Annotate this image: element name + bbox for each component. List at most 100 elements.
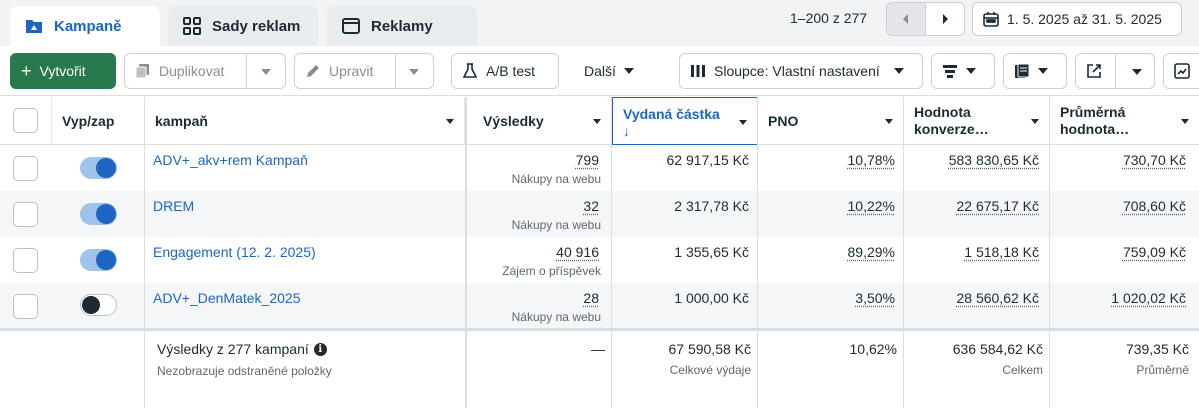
row-checkbox[interactable]	[13, 248, 38, 273]
row-checkbox[interactable]	[13, 202, 38, 227]
next-page-button[interactable]	[925, 2, 965, 36]
tab-campaigns[interactable]: Kampaně	[10, 6, 160, 46]
ab-test-button[interactable]: A/B test	[451, 53, 559, 89]
campaign-name-link[interactable]: ADV+_DenMatek_2025	[153, 290, 301, 306]
more-button-label: Další	[584, 63, 616, 79]
totals-row: Výsledky z 277 kampaní i Nezobrazuje ods…	[0, 328, 1199, 408]
table-row[interactable]: Engagement (12. 2. 2025) 40 916 Zájem o …	[0, 237, 1199, 283]
header-avg-value-line2: hodnota…	[1060, 121, 1129, 138]
pno-value: 3,50%	[855, 290, 895, 306]
header-conv-value-line1: Hodnota	[914, 104, 989, 121]
edit-button[interactable]: Upravit	[294, 53, 434, 89]
average-value: 708,60 Kč	[1123, 198, 1186, 214]
results-type: Nákupy na webu	[512, 172, 601, 186]
header-campaign-label: kampaň	[155, 113, 208, 129]
header-pno[interactable]: PNO	[758, 97, 904, 145]
average-value: 1 020,02 Kč	[1111, 290, 1186, 306]
ad-window-icon	[341, 16, 361, 36]
header-avg-value-line1: Průměrná	[1060, 104, 1129, 121]
toggle-knob	[96, 204, 116, 224]
row-checkbox[interactable]	[13, 294, 38, 319]
results-value: 28	[583, 290, 599, 306]
pno-value: 10,22%	[848, 198, 895, 214]
tab-ad-sets[interactable]: Sady reklam	[168, 6, 318, 46]
campaign-toolbar: + Vytvořit Duplikovat Upravit A/B test D…	[0, 46, 1199, 96]
tab-ads[interactable]: Reklamy	[327, 6, 477, 46]
split-divider	[246, 53, 247, 89]
duplicate-button[interactable]: Duplikovat	[124, 53, 286, 89]
date-range-label: 1. 5. 2025 až 31. 5. 2025	[1007, 11, 1162, 27]
chevron-down-icon[interactable]	[261, 69, 271, 75]
previous-page-button[interactable]	[886, 2, 926, 36]
totals-average-label: Průměrně	[1136, 363, 1189, 377]
campaigns-table: Vyp/zap kampaň Výsledky Vydaná částka ↓ …	[0, 97, 1199, 408]
chevron-down-icon	[1038, 68, 1048, 74]
info-icon[interactable]: i	[314, 343, 327, 356]
date-range-picker[interactable]: 1. 5. 2025 až 31. 5. 2025	[972, 2, 1182, 36]
campaign-toggle[interactable]	[80, 294, 117, 316]
chevron-down-icon	[1031, 119, 1039, 124]
select-all-checkbox[interactable]	[13, 108, 38, 133]
breakdown-button[interactable]	[931, 53, 995, 89]
campaign-toggle[interactable]	[80, 249, 117, 271]
results-type: Zájem o příspěvek	[502, 264, 601, 278]
tab-ad-sets-label: Sady reklam	[212, 18, 300, 35]
chart-icon	[1174, 63, 1190, 79]
conversion-value: 28 560,62 Kč	[956, 290, 1039, 306]
column-divider	[1049, 97, 1050, 408]
header-amount-spent[interactable]: Vydaná částka ↓	[612, 97, 758, 145]
header-results-label: Výsledky	[483, 113, 544, 129]
chevron-down-icon[interactable]	[1132, 69, 1142, 75]
calendar-icon	[983, 11, 999, 27]
flask-icon	[462, 63, 478, 79]
chevron-down-icon[interactable]	[409, 69, 419, 75]
edit-button-label: Upravit	[329, 63, 373, 79]
split-divider	[1115, 53, 1116, 89]
columns-button[interactable]: Sloupce: Vlastní nastavení	[679, 53, 923, 89]
table-row[interactable]: ADV+_DenMatek_2025 28 Nákupy na webu 1 0…	[0, 283, 1199, 329]
row-checkbox[interactable]	[13, 156, 38, 181]
tab-campaigns-label: Kampaně	[54, 18, 122, 35]
totals-title: Výsledky z 277 kampaní i	[157, 341, 327, 357]
create-button[interactable]: + Vytvořit	[10, 53, 116, 89]
results-value: 799	[576, 152, 599, 168]
header-campaign[interactable]: kampaň	[145, 97, 465, 145]
header-toggle-label: Vyp/zap	[62, 113, 114, 129]
export-button[interactable]	[1075, 53, 1155, 89]
header-results[interactable]: Výsledky	[467, 97, 612, 145]
header-conversion-value[interactable]: Hodnota konverze…	[904, 97, 1050, 145]
conversion-value: 1 518,18 Kč	[964, 244, 1039, 260]
totals-subtitle: Nezobrazuje odstraněné položky	[157, 364, 332, 378]
campaign-toggle[interactable]	[80, 203, 117, 225]
pno-value: 89,29%	[848, 244, 895, 260]
conversion-value: 583 830,65 Kč	[949, 152, 1039, 168]
table-row[interactable]: ADV+_akv+rem Kampaň 799 Nákupy na webu 6…	[0, 145, 1199, 191]
create-button-label: Vytvořit	[40, 63, 86, 79]
column-divider	[903, 97, 904, 408]
totals-conversion-value: 636 584,62 Kč	[953, 341, 1043, 357]
table-row[interactable]: DREM 32 Nákupy na webu 2 317,78 Kč 10,22…	[0, 191, 1199, 237]
more-button[interactable]: Další	[573, 53, 649, 89]
campaign-name-link[interactable]: ADV+_akv+rem Kampaň	[153, 152, 308, 168]
totals-results: —	[591, 341, 605, 357]
results-type: Nákupy na webu	[512, 310, 601, 324]
breakdown-icon	[942, 64, 958, 78]
pagination-range: 1–200 z 277	[790, 10, 867, 30]
campaign-toggle[interactable]	[80, 157, 117, 179]
reports-button[interactable]	[1003, 53, 1067, 89]
top-tab-bar: Kampaně Sady reklam Reklamy 1–200 z 277 …	[0, 0, 1199, 46]
totals-conversion-label: Celkem	[1002, 363, 1043, 377]
campaign-name-link[interactable]: DREM	[153, 198, 194, 214]
chevron-left-icon	[901, 13, 911, 25]
grid-icon	[182, 16, 202, 36]
average-value: 759,09 Kč	[1123, 244, 1186, 260]
totals-spent: 67 590,58 Kč	[668, 341, 751, 357]
duplicate-button-label: Duplikovat	[159, 63, 224, 79]
charts-button[interactable]	[1163, 53, 1199, 89]
header-average-value[interactable]: Průměrná hodnota…	[1050, 97, 1199, 145]
columns-icon	[690, 64, 706, 78]
header-pno-label: PNO	[768, 113, 798, 129]
spent-value: 1 000,00 Kč	[674, 290, 749, 306]
campaign-name-link[interactable]: Engagement (12. 2. 2025)	[153, 244, 316, 260]
results-type: Nákupy na webu	[512, 218, 601, 232]
